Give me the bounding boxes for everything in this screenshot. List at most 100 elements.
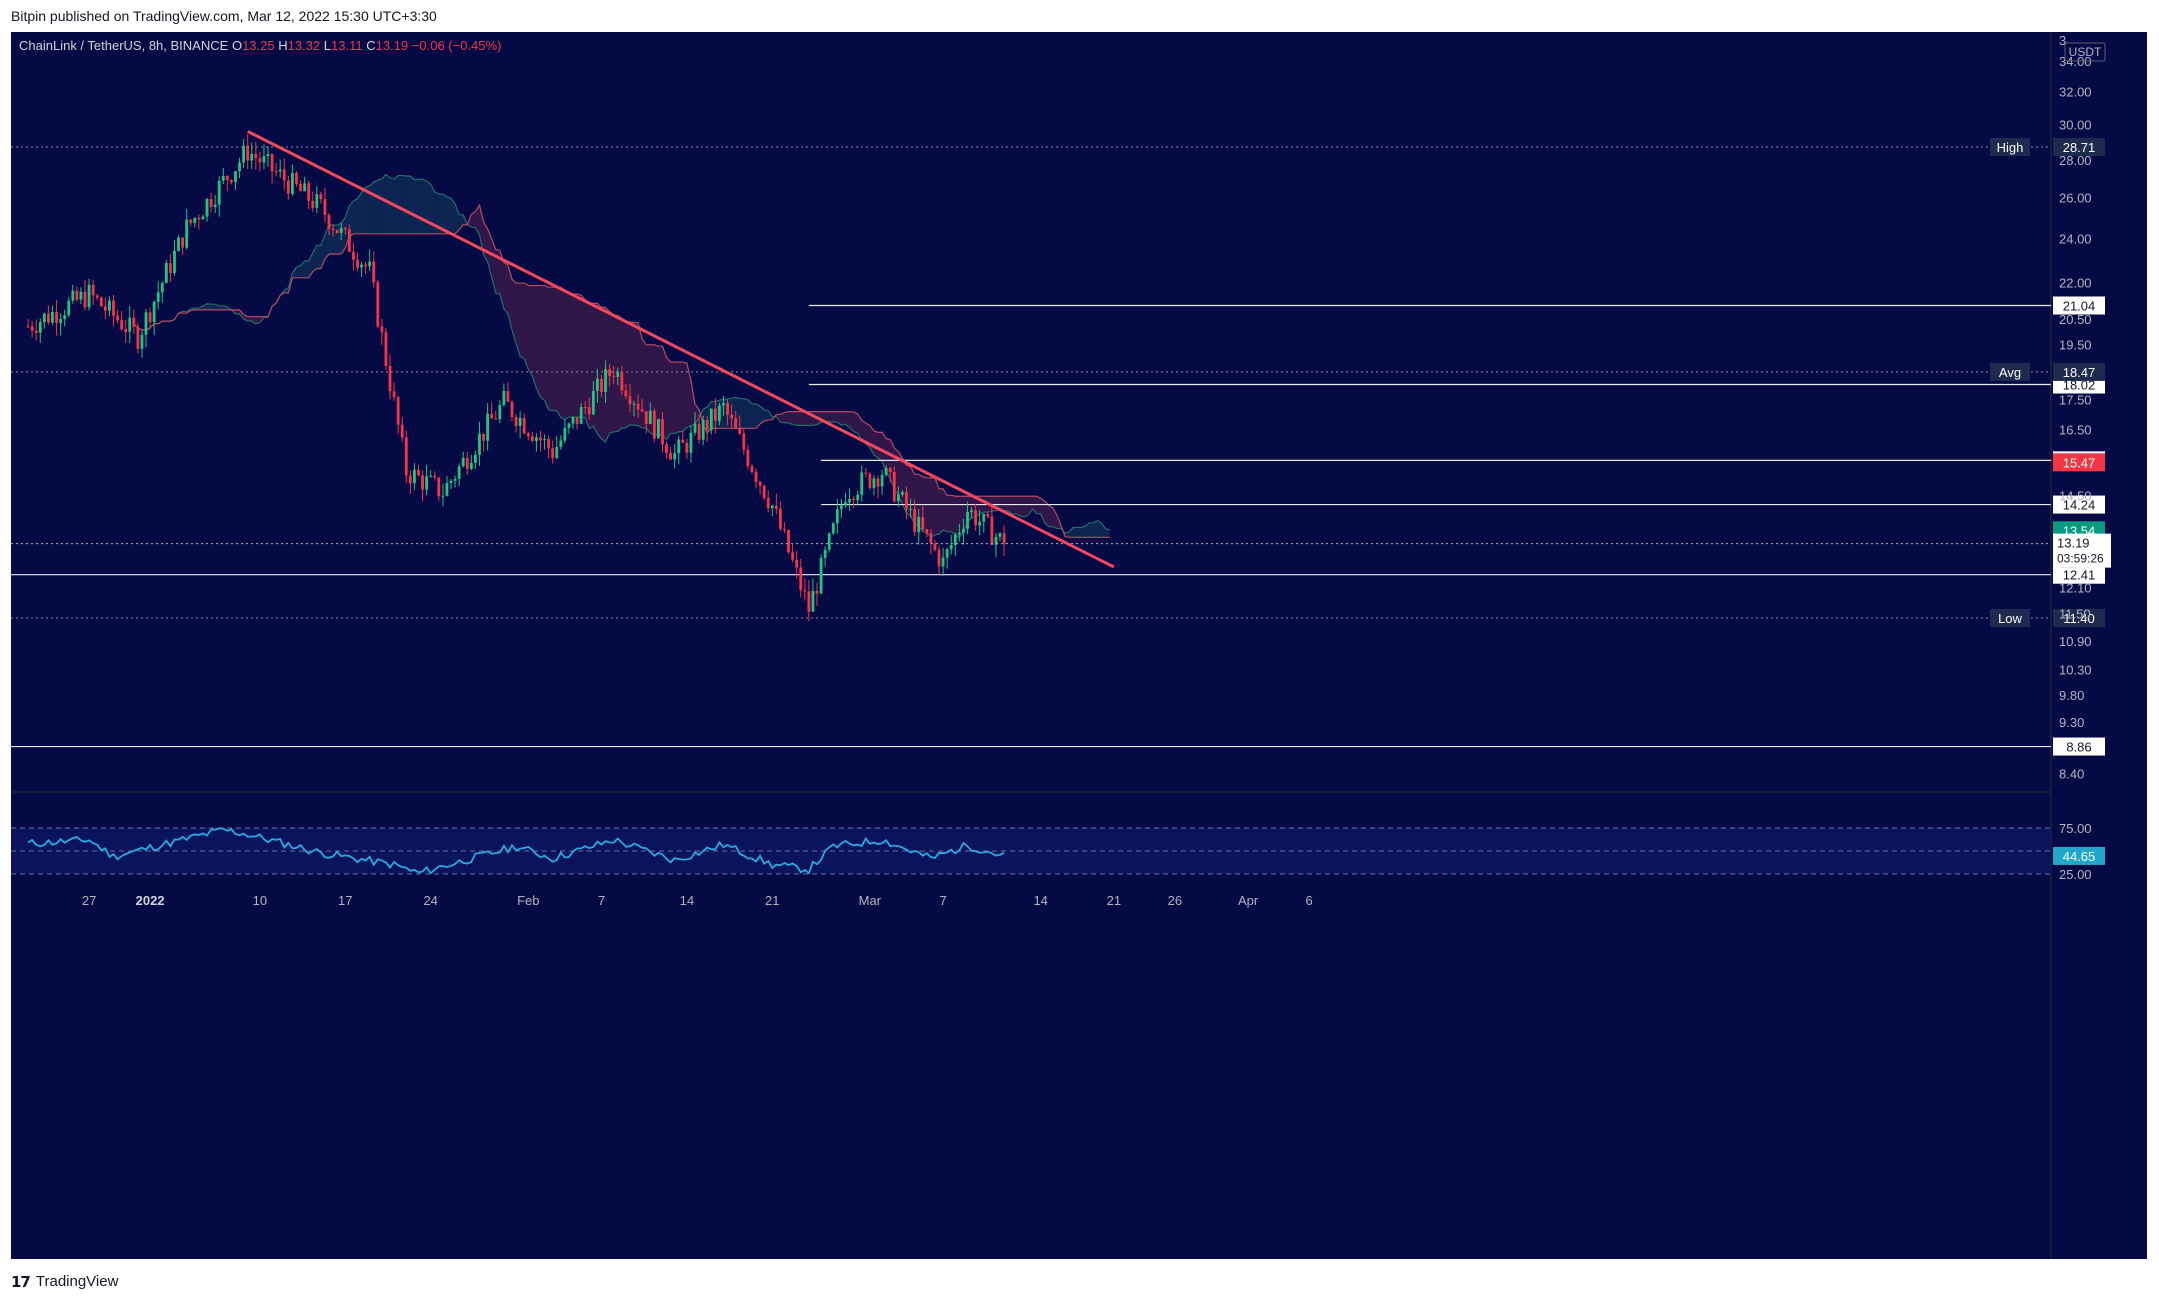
price-tick: 9.80 [2059,688,2084,703]
candle-body [583,407,587,409]
level-badge [2053,737,2105,756]
candle-body [360,264,363,268]
cloud-segment [800,411,805,426]
low-value: 13.11 [331,38,363,53]
rsi-level-label: 25.00 [2059,867,2092,882]
cloud-span-a [133,173,1110,539]
candle-body [347,229,351,252]
candle-body [669,453,673,460]
cloud-segment [1081,525,1086,538]
level-label: 21.04 [2063,299,2096,314]
price-tick: 10.90 [2059,634,2092,649]
cloud-segment [446,196,452,234]
cloud-segment [853,412,858,434]
candle-body [465,457,469,469]
candle-body [457,466,461,479]
candle-body [47,313,50,323]
candle-body [852,498,856,501]
candle-body [144,312,148,335]
candle-body [921,517,925,530]
candle-body [323,199,327,215]
chart-panel[interactable]: 21.0418.0215.5314.2412.418.86High28.71Av… [11,32,2147,1259]
candle-body [173,250,176,273]
candle-body [181,237,185,248]
candle-body [624,390,628,397]
candle-body [307,183,311,201]
rsi-level-label: 75.00 [2059,821,2092,836]
marker-badge [2053,362,2105,381]
cloud-segment [658,346,663,435]
candle-body [87,284,91,308]
candle-body [315,194,319,209]
candle-body [331,228,335,230]
marker-tag [1990,609,2030,627]
candle-body [860,472,864,495]
candle-body [941,557,945,567]
rsi-value-badge [2053,846,2105,865]
candle-body [535,437,538,442]
time-tick: 14 [680,893,694,908]
cloud-segment [207,303,212,310]
candle-body [896,494,900,502]
cloud-segment [634,322,639,426]
candle-body [917,517,921,533]
candle-body [148,312,152,323]
cloud-segment [398,175,403,234]
cloud-segment [296,265,301,278]
candle-body [587,407,591,415]
cloud-segment [211,304,216,310]
cloud-segment [503,262,508,314]
candle-body [547,438,551,449]
cloud-segment [349,200,354,237]
price-chart[interactable]: 21.0418.0215.5314.2412.418.86High28.71Av… [11,32,2147,1259]
brand-label[interactable]: TradingView [35,1273,119,1290]
cloud-segment [1069,527,1074,538]
cloud-segment [747,399,752,429]
candle-body [291,173,294,194]
cloud-segment [361,187,366,234]
tradingview-logo-icon[interactable]: 17 [11,1272,31,1291]
cloud-segment [442,194,447,234]
cloud-segment [1097,520,1102,538]
candle-body [738,427,742,434]
cloud-segment [1077,527,1082,538]
cloud-segment [560,287,565,420]
candle-body [356,259,359,268]
candle-body [831,523,835,534]
cloud-segment [621,318,626,428]
candle-body [303,183,307,192]
candle-body [884,468,888,475]
candle-body [726,403,729,415]
candle-body [848,498,851,503]
candle-body [673,453,677,460]
candle-body [95,295,99,298]
price-tick: 22.00 [2059,276,2092,291]
candle-body [246,145,250,161]
cloud-segment [556,287,561,418]
cloud-segment [410,176,415,234]
candle-body [437,477,441,497]
cloud-segment [670,362,675,434]
candle-body [510,401,514,418]
candle-body [945,549,949,558]
price-tick: 16.50 [2059,422,2092,437]
cloud-segment [219,305,224,310]
time-tick: Apr [1238,893,1259,908]
cloud-segment [666,357,671,440]
candle-body [67,300,71,316]
candle-body [404,437,408,476]
candle-body [327,214,331,229]
candle-body [201,216,205,220]
cloud-segment [739,398,744,429]
candle-body [169,263,172,273]
candle-body [482,433,485,441]
candle-body [616,371,620,377]
candle-body [644,411,648,424]
candle-body [413,469,416,484]
candle-body [742,433,746,450]
candle-body [209,199,213,208]
cloud-segment [202,303,208,310]
cloud-segment [1073,527,1078,538]
candle-body [461,457,465,467]
candle-body [124,329,128,332]
